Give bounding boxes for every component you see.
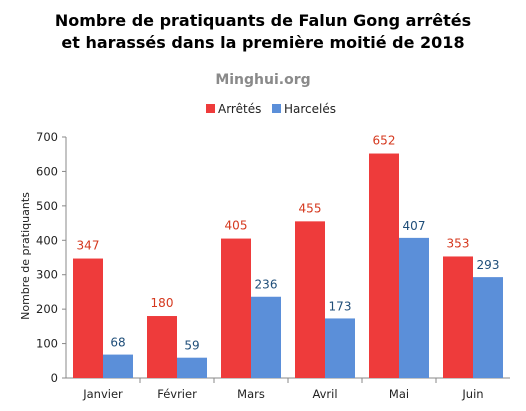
data-label-arretes: 652 [373,134,396,148]
bar-arretes [73,258,103,378]
watermark-text: Minghui.org [215,72,310,88]
y-axis-label: Nombre de pratiquants [19,192,32,320]
x-axis: Janvier Février Mars Avril Mai Juin [82,378,484,401]
y-tick-label: 300 [36,268,58,282]
bar-arretes [295,221,325,378]
data-label-harceles: 236 [255,278,278,292]
legend: Arrêtés Harcelés [206,102,336,116]
data-label-arretes: 405 [225,219,248,233]
data-label-arretes: 347 [77,239,100,253]
bar-harceles [251,296,281,378]
y-tick-label: 600 [36,164,58,178]
x-tick-label: Février [157,387,197,401]
bar-arretes [147,316,177,378]
y-tick-label: 200 [36,302,58,316]
data-label-arretes: 455 [299,201,322,215]
data-label-harceles: 293 [477,258,500,272]
y-tick-label: 500 [36,199,58,213]
chart-title-line1: Nombre de pratiquants de Falun Gong arrê… [55,11,471,30]
bar-harceles [399,237,429,378]
y-tick-label: 100 [36,337,58,351]
data-label-arretes: 353 [447,236,470,250]
x-tick-label: Mars [237,387,265,401]
bar-arretes [443,256,473,378]
y-tick-label: 400 [36,233,58,247]
data-label-harceles: 59 [184,339,199,353]
legend-swatch-harceles [272,104,281,113]
y-axis: 0 100 200 300 400 500 600 700 [36,130,66,385]
bar-harceles [473,277,503,378]
x-tick-label: Juin [461,387,483,401]
data-label-arretes: 180 [151,296,174,310]
bars: 347 68 180 59 405 236 455 173 652 407 353 293 [73,134,503,378]
legend-swatch-arretes [206,104,215,113]
bar-harceles [103,354,133,378]
bar-arretes [221,238,251,378]
data-label-harceles: 173 [329,299,352,313]
y-tick-label: 700 [36,130,58,144]
bar-harceles [325,318,355,378]
data-label-harceles: 407 [403,219,426,233]
data-label-harceles: 68 [110,336,125,350]
x-tick-label: Janvier [82,387,123,401]
bar-harceles [177,357,207,378]
legend-label-harceles: Harcelés [284,102,336,116]
bar-arretes [369,153,399,378]
legend-label-arretes: Arrêtés [218,102,261,116]
chart-title-line2: et harassés dans la première moitié de 2… [61,33,464,52]
y-tick-label: 0 [51,371,58,385]
x-tick-label: Avril [312,387,337,401]
x-tick-label: Mai [389,387,409,401]
